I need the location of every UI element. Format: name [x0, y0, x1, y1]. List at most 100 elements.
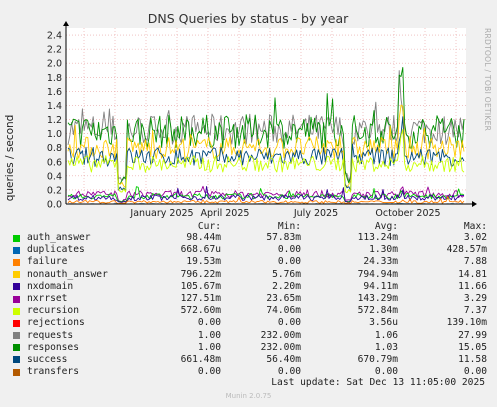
series-max: 0.00 — [463, 366, 487, 378]
series-cur: 127.51m — [180, 292, 221, 304]
series-min: 0.00 — [277, 317, 301, 329]
x-tick-label: April 2025 — [201, 208, 250, 219]
legend-swatch — [13, 234, 20, 242]
legend-rows: auth_answer 98.44m 57.83m 113.24m 3.02 duplic… — [13, 232, 487, 378]
series-min: 57.83m — [266, 232, 301, 243]
series-line-recursion — [67, 128, 465, 194]
series-min: 232.00m — [260, 341, 301, 353]
series-max: 7.88 — [463, 256, 487, 268]
series-min: 23.65m — [266, 292, 301, 304]
legend-row-nxrrset: nxrrset 127.51m 23.65m 143.29m 3.29 — [13, 293, 487, 305]
series-avg: 143.29m — [357, 292, 398, 304]
legend-swatch — [13, 295, 20, 303]
legend-row-success: success 661.48m 56.40m 670.79m 11.58 — [13, 354, 487, 366]
series-avg: 1.06 — [374, 329, 398, 341]
series-cur: 0.00 — [197, 317, 221, 329]
series-name: success — [27, 353, 68, 365]
series-avg: 572.84m — [357, 305, 398, 317]
legend-row-duplicates: duplicates 668.67u 0.00 1.30m 428.57m — [13, 244, 487, 256]
series-avg: 24.33m — [363, 256, 398, 268]
y-axis-arrow — [63, 21, 69, 26]
y-tick-label: 0.8 — [47, 143, 62, 154]
series-name: auth_answer — [27, 232, 91, 243]
y-tick-label: 0.4 — [47, 171, 62, 182]
rrdtool-credit: RRDTOOL / TOBI OETIKER — [483, 28, 492, 131]
legend-row-responses: responses 1.00 232.00m 1.03 15.05 — [13, 342, 487, 354]
series-max: 7.37 — [463, 305, 487, 317]
series-name: nonauth_answer — [27, 268, 108, 280]
y-tick-label: 2.0 — [47, 59, 62, 70]
y-tick-label: 0.2 — [47, 185, 62, 196]
series-max: 428.57m — [446, 244, 487, 256]
series-avg: 0.00 — [374, 366, 398, 378]
legend-swatch — [13, 368, 20, 376]
col-avg: Avg: — [374, 221, 398, 232]
series-max: 11.66 — [458, 280, 487, 292]
series-name: rejections — [27, 317, 85, 329]
legend-swatch — [13, 356, 20, 364]
series-line-responses — [67, 67, 465, 185]
series-avg: 670.79m — [357, 353, 398, 365]
series-max: 3.29 — [463, 292, 487, 304]
legend-swatch — [13, 283, 20, 291]
series-cur: 796.22m — [180, 268, 221, 280]
series-cur: 0.00 — [197, 366, 221, 378]
series-avg: 794.94m — [357, 268, 398, 280]
series-name: failure — [27, 256, 68, 268]
series-name: nxrrset — [27, 292, 68, 304]
legend-row-recursion: recursion 572.60m 74.06m 572.84m 7.37 — [13, 305, 487, 317]
series-max: 15.05 — [458, 341, 487, 353]
y-tick-label: 0.6 — [47, 157, 62, 168]
legend-swatch — [13, 307, 20, 315]
series-line-failure — [67, 195, 465, 205]
series-cur: 668.67u — [180, 244, 221, 256]
series-avg: 113.24m — [357, 232, 398, 243]
series-min: 0.00 — [277, 244, 301, 256]
legend-row-requests: requests 1.00 232.00m 1.06 27.99 — [13, 330, 487, 342]
y-axis-label: queries / second — [4, 115, 16, 202]
series-max: 139.10m — [446, 317, 487, 329]
x-tick-label: October 2025 — [375, 208, 440, 219]
last-update: Last update: Sat Dec 13 11:05:00 2025 — [271, 377, 485, 388]
series-cur: 1.00 — [197, 341, 221, 353]
tick-labels: 0.0 0.2 0.4 0.6 0.8 1.0 1.2 1.4 1.6 1.8 2.0 2.2 2.4 J… — [47, 31, 441, 219]
x-tick-label: January 2025 — [129, 208, 193, 219]
legend-row-auth_answer: auth_answer 98.44m 57.83m 113.24m 3.02 — [13, 232, 487, 244]
legend-row-nxdomain: nxdomain 105.67m 2.20m 94.11m 11.66 — [13, 281, 487, 293]
legend: Cur: Min: Avg: Max: auth_answer 98.44m 57.… — [13, 221, 487, 378]
series-name: recursion — [27, 305, 79, 317]
series-line-nxdomain — [67, 185, 465, 204]
series-max: 11.58 — [458, 353, 487, 365]
legend-header: Cur: Min: Avg: Max: — [13, 221, 487, 233]
y-tick-label: 1.4 — [47, 101, 62, 112]
series-min: 232.00m — [260, 329, 301, 341]
series-cur: 98.44m — [186, 232, 221, 243]
legend-swatch — [13, 246, 20, 254]
series-cur: 19.53m — [186, 256, 221, 268]
legend-swatch — [13, 344, 20, 352]
series-cur: 1.00 — [197, 329, 221, 341]
series-min: 56.40m — [266, 353, 301, 365]
series-name: requests — [27, 329, 74, 341]
x-tick-label: July 2025 — [293, 208, 338, 219]
series-cur: 105.67m — [180, 280, 221, 292]
series-avg: 94.11m — [363, 280, 398, 292]
series-cur: 572.60m — [180, 305, 221, 317]
chart-title: DNS Queries by status - by year — [148, 11, 349, 26]
series-max: 3.02 — [463, 232, 487, 243]
legend-row-failure: failure 19.53m 0.00 24.33m 7.88 — [13, 256, 487, 268]
series-min: 2.20m — [272, 280, 301, 292]
munin-version: Munin 2.0.75 — [225, 392, 272, 400]
legend-swatch — [13, 271, 20, 279]
series-line-auth_answer — [67, 186, 465, 203]
series-avg: 1.30m — [369, 244, 398, 256]
legend-row-nonauth_answer: nonauth_answer 796.22m 5.76m 794.94m 14.81 — [13, 269, 487, 281]
y-tick-label: 2.4 — [47, 31, 62, 42]
legend-swatch — [13, 332, 20, 340]
legend-row-transfers: transfers 0.00 0.00 0.00 0.00 — [13, 366, 487, 378]
series-min: 0.00 — [277, 256, 301, 268]
series-avg: 1.03 — [374, 341, 398, 353]
series-avg: 3.56u — [369, 317, 398, 329]
legend-swatch — [13, 258, 20, 266]
series-name: transfers — [27, 366, 79, 378]
